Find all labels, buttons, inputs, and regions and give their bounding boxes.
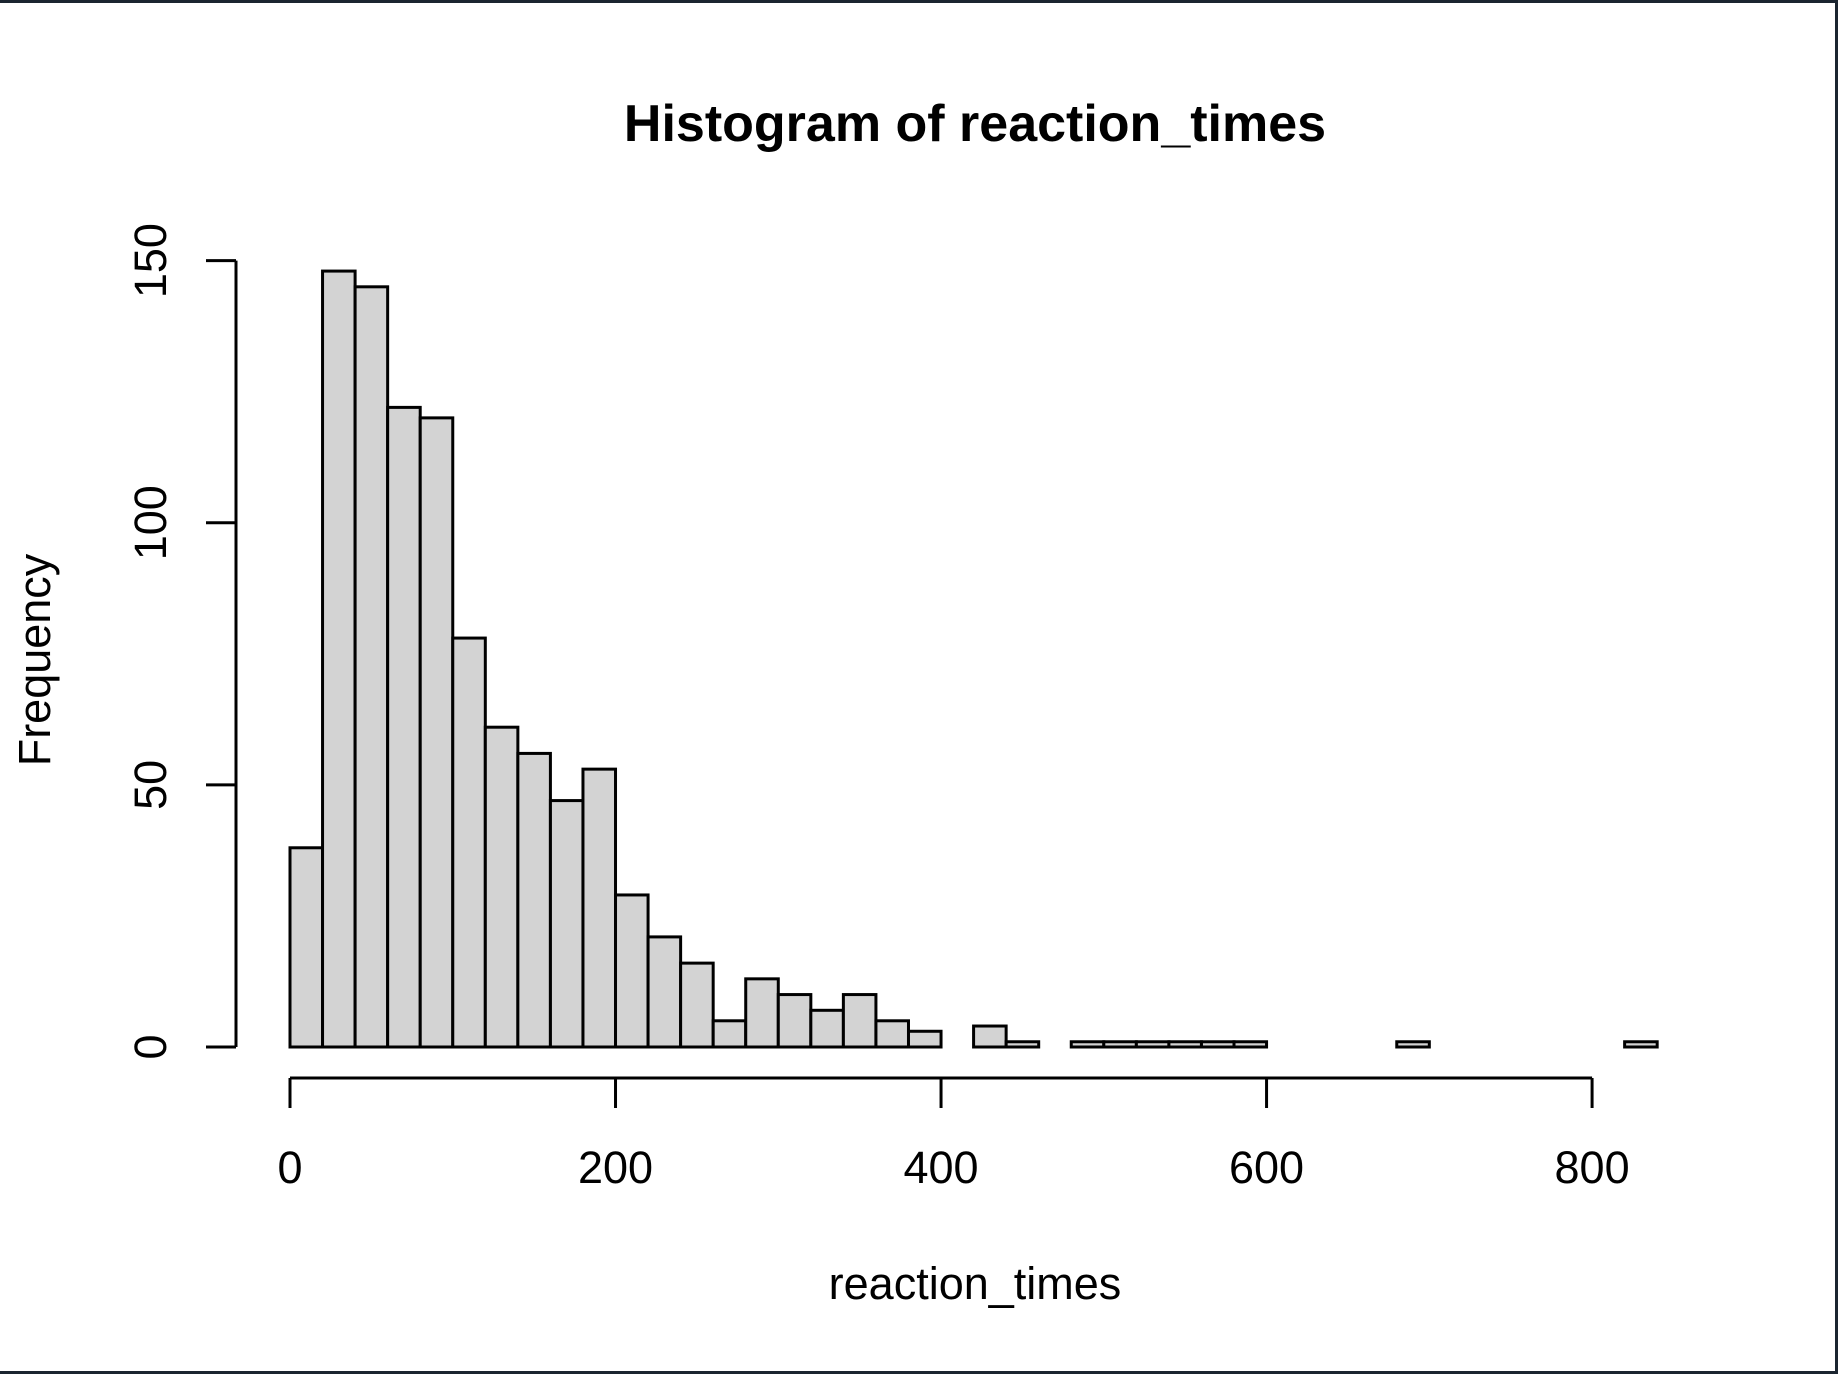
x-tick-label: 600 [1229, 1142, 1304, 1193]
histogram-bar-200-220 [614, 893, 650, 1049]
y-tick-label: 0 [125, 1034, 176, 1059]
histogram-bar-420-440 [972, 1024, 1008, 1049]
histogram-bar-0-20 [288, 846, 325, 1049]
histogram-bar-320-340 [809, 1008, 845, 1049]
y-tick-label: 50 [125, 760, 176, 810]
histogram-bar-40-60 [353, 285, 390, 1049]
histogram-bar-120-140 [483, 725, 520, 1049]
histogram-bar-360-380 [874, 1019, 910, 1049]
histogram-bar-100-120 [451, 636, 487, 1049]
histogram-bar-580-600 [1232, 1040, 1269, 1049]
histogram-bar-80-100 [418, 416, 455, 1049]
x-tick-label: 400 [903, 1142, 978, 1193]
x-axis: 0 200 400 600 800 [277, 1076, 1630, 1193]
chart-title: Histogram of reaction_times [624, 95, 1326, 153]
histogram-bar-140-160 [516, 751, 552, 1049]
histogram-bar-820-840 [1623, 1040, 1659, 1049]
histogram-bar-440-460 [1004, 1040, 1041, 1049]
histogram-bar-300-320 [776, 993, 813, 1049]
histogram-bar-680-700 [1395, 1040, 1431, 1049]
y-axis-label: Frequency [9, 553, 60, 766]
x-tick-label: 0 [277, 1142, 302, 1193]
y-axis: 0 50 100 150 [125, 223, 238, 1060]
bars-group [288, 269, 1659, 1049]
histogram-bar-520-540 [1134, 1040, 1171, 1049]
histogram-bar-480-500 [1069, 1040, 1106, 1049]
x-axis-label: reaction_times [829, 1258, 1122, 1309]
x-tick-label: 800 [1555, 1142, 1630, 1193]
histogram-bar-280-300 [744, 977, 780, 1049]
y-tick-label: 150 [125, 223, 176, 298]
histogram-bar-260-280 [711, 1019, 748, 1049]
x-tick-label: 200 [578, 1142, 653, 1193]
histogram-bar-20-40 [321, 269, 357, 1049]
histogram-bar-540-560 [1167, 1040, 1203, 1049]
histogram-bar-220-240 [646, 935, 683, 1049]
histogram-bar-380-400 [906, 1029, 943, 1049]
histogram-bar-500-520 [1102, 1040, 1138, 1049]
histogram-chart: Histogram of reaction_times Frequency re… [9, 95, 1659, 1309]
histogram-bar-560-580 [1199, 1040, 1236, 1049]
histogram-bar-60-80 [386, 405, 422, 1049]
histogram-bar-240-260 [679, 961, 715, 1049]
histogram-bar-340-360 [841, 993, 878, 1049]
histogram-bar-160-180 [548, 799, 585, 1049]
histogram-bar-180-200 [581, 767, 618, 1049]
y-tick-label: 100 [125, 485, 176, 560]
